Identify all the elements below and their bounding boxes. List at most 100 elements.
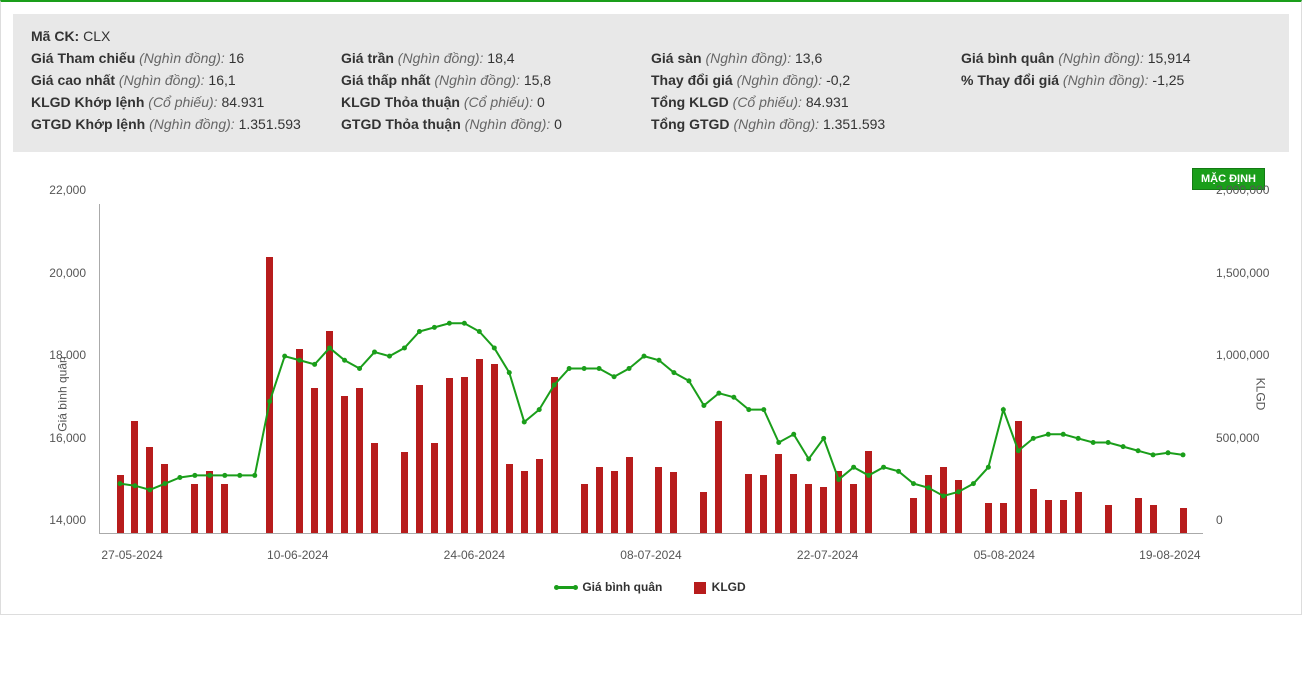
x-tick: 05-08-2024 xyxy=(974,548,1035,562)
x-tick: 24-06-2024 xyxy=(444,548,505,562)
price-marker xyxy=(297,358,302,363)
legend-line: Giá bình quân xyxy=(556,580,662,594)
price-marker xyxy=(1061,432,1066,437)
price-marker xyxy=(1001,407,1006,412)
y-left-tick: 16,000 xyxy=(49,431,86,445)
pct-label: % Thay đổi giá xyxy=(961,72,1059,88)
price-marker xyxy=(118,481,123,486)
price-marker xyxy=(582,366,587,371)
price-marker xyxy=(417,329,422,334)
price-marker xyxy=(162,481,167,486)
y-left-tick: 14,000 xyxy=(49,513,86,527)
price-marker xyxy=(507,370,512,375)
price-marker xyxy=(791,432,796,437)
price-marker xyxy=(492,345,497,350)
chart-wrap: MẶC ĐỊNH Giá bình quân KLGD 14,00016,000… xyxy=(1,164,1301,614)
price-marker xyxy=(267,399,272,404)
price-marker xyxy=(237,473,242,478)
y-axis-right: 0500,0001,000,0001,500,0002,000,000 xyxy=(1208,204,1283,534)
price-marker xyxy=(192,473,197,478)
price-marker xyxy=(656,358,661,363)
price-marker xyxy=(147,487,152,492)
price-marker xyxy=(1016,448,1021,453)
price-marker xyxy=(1121,444,1126,449)
x-tick: 08-07-2024 xyxy=(620,548,681,562)
price-marker xyxy=(597,366,602,371)
price-marker xyxy=(342,358,347,363)
y-right-tick: 1,000,000 xyxy=(1216,348,1269,362)
price-marker xyxy=(761,407,766,412)
price-marker xyxy=(941,493,946,498)
price-marker xyxy=(1181,452,1186,457)
price-marker xyxy=(1166,450,1171,455)
ref-label: Giá Tham chiếu xyxy=(31,50,135,66)
price-marker xyxy=(881,465,886,470)
price-marker xyxy=(387,354,392,359)
price-marker xyxy=(1076,436,1081,441)
price-marker xyxy=(956,489,961,494)
price-marker xyxy=(372,350,377,355)
price-marker xyxy=(537,407,542,412)
price-marker xyxy=(282,354,287,359)
price-marker xyxy=(252,473,257,478)
price-marker xyxy=(806,456,811,461)
stock-panel: Mã CK: CLX Giá Tham chiếu (Nghìn đồng): … xyxy=(0,0,1302,615)
price-marker xyxy=(522,419,527,424)
price-marker xyxy=(986,465,991,470)
price-marker xyxy=(627,366,632,371)
y-left-tick: 20,000 xyxy=(49,266,86,280)
x-tick: 10-06-2024 xyxy=(267,548,328,562)
price-marker xyxy=(776,440,781,445)
price-marker xyxy=(552,382,557,387)
x-tick: 27-05-2024 xyxy=(101,548,162,562)
price-marker xyxy=(402,345,407,350)
kldeal-label: KLGD Thỏa thuận xyxy=(341,94,460,110)
y-right-tick: 500,000 xyxy=(1216,431,1259,445)
price-marker xyxy=(836,477,841,482)
price-marker xyxy=(357,366,362,371)
x-tick: 22-07-2024 xyxy=(797,548,858,562)
price-marker xyxy=(312,362,317,367)
price-marker xyxy=(1106,440,1111,445)
price-marker xyxy=(432,325,437,330)
y-right-tick: 1,500,000 xyxy=(1216,266,1269,280)
price-marker xyxy=(1136,448,1141,453)
price-marker xyxy=(642,354,647,359)
price-marker xyxy=(716,391,721,396)
price-marker xyxy=(671,370,676,375)
x-tick: 19-08-2024 xyxy=(1139,548,1200,562)
price-marker xyxy=(612,374,617,379)
info-panel: Mã CK: CLX Giá Tham chiếu (Nghìn đồng): … xyxy=(13,14,1289,152)
price-marker xyxy=(177,475,182,480)
price-marker xyxy=(1151,452,1156,457)
price-marker xyxy=(731,395,736,400)
price-marker xyxy=(701,403,706,408)
klmatch-label: KLGD Khớp lệnh xyxy=(31,94,144,110)
x-axis: 27-05-2024 10-06-2024 24-06-2024 08-07-2024… xyxy=(99,544,1203,564)
y-left-tick: 18,000 xyxy=(49,348,86,362)
price-marker xyxy=(866,473,871,478)
price-line xyxy=(120,323,1183,496)
gttotal-label: Tổng GTGD xyxy=(651,116,730,132)
kltotal-label: Tổng KLGD xyxy=(651,94,729,110)
price-marker xyxy=(222,473,227,478)
price-marker xyxy=(896,469,901,474)
price-marker xyxy=(132,483,137,488)
plot-area xyxy=(99,204,1203,534)
code-label: Mã CK: xyxy=(31,28,79,44)
code-value: CLX xyxy=(83,28,110,44)
price-marker xyxy=(1031,436,1036,441)
price-marker xyxy=(1046,432,1051,437)
y-right-tick: 0 xyxy=(1216,513,1223,527)
change-label: Thay đổi giá xyxy=(651,72,733,88)
price-marker xyxy=(746,407,751,412)
chart-area: Giá bình quân KLGD 14,000 16,000 18,000 20,… xyxy=(19,194,1283,594)
legend: Giá bình quân KLGD xyxy=(19,580,1283,594)
gtdeal-label: GTGD Thỏa thuận xyxy=(341,116,461,132)
ceil-label: Giá trần xyxy=(341,50,394,66)
line-layer xyxy=(100,204,1203,533)
price-marker xyxy=(851,465,856,470)
gtmatch-label: GTGD Khớp lệnh xyxy=(31,116,145,132)
low-label: Giá thấp nhất xyxy=(341,72,430,88)
price-marker xyxy=(327,345,332,350)
